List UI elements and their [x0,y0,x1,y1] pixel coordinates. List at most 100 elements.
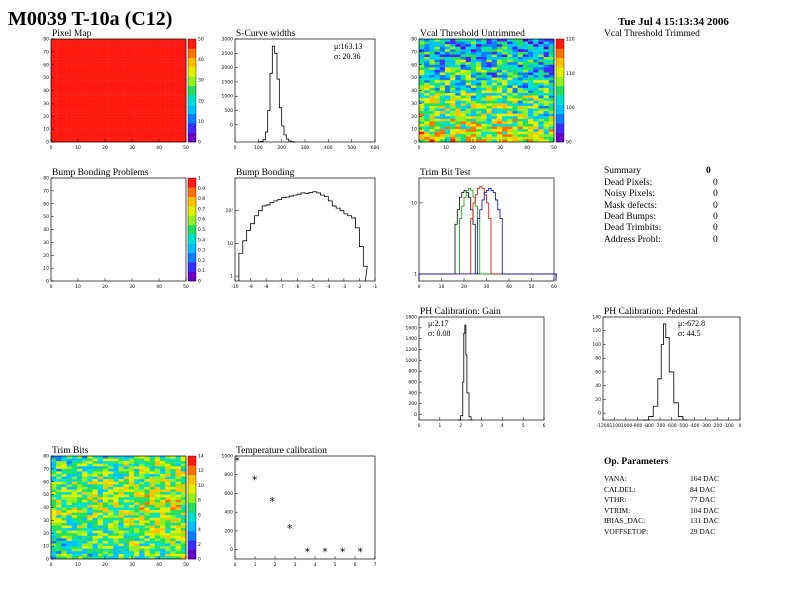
heatmap-cell [108,458,114,462]
heatmap-cell [87,139,93,143]
heatmap-cell [434,69,440,73]
heatmap-cell [460,57,466,60]
heatmap-cell [528,139,534,143]
bump-bonding-histogram [238,191,368,282]
heatmap-cell [102,75,109,78]
heatmap-cell [149,126,156,130]
heatmap-cell [56,90,62,94]
heatmap-cell [128,139,135,143]
heatmap-cell [476,59,482,63]
heatmap-cell [118,458,124,462]
heatmap-cell [82,57,88,60]
heatmap-cell [424,98,430,101]
heatmap-cell [123,543,130,547]
heatmap-cell [486,100,492,104]
heatmap-cell [154,502,161,506]
heatmap-cell [180,49,187,53]
heatmap-cell [481,57,487,60]
heatmap-cell [139,59,145,63]
heatmap-cell [149,512,156,516]
heatmap-cell [113,456,119,459]
heatmap-cell [113,67,119,71]
heatmap-cell [144,93,150,96]
heatmap-cell [92,139,98,143]
heatmap-cell [102,59,109,63]
heatmap-cell [460,113,466,117]
heatmap-cell [97,108,104,112]
heatmap-cell [123,46,130,50]
heatmap-cell [113,116,119,120]
heatmap-cell [66,46,72,50]
heatmap-cell [51,105,57,109]
heatmap-cell [149,520,156,524]
heatmap-cell [71,105,78,109]
heatmap-cell [439,90,446,94]
heatmap-cell [76,507,83,511]
heatmap-cell [429,98,435,101]
heatmap-cell [76,51,83,55]
heatmap-cell [165,54,171,58]
heatmap-cell [82,486,88,490]
y-tick-label: 1 [230,274,233,280]
heatmap-cell [128,59,135,63]
heatmap-cell [56,512,62,516]
heatmap-cell [123,553,130,557]
heatmap-cell [56,484,62,488]
heatmap-cell [128,492,135,495]
heatmap-cell [476,118,482,122]
heatmap-cell [113,494,119,498]
heatmap-cell [149,59,156,63]
heatmap-cell [502,95,508,99]
heatmap-cell [460,41,466,45]
heatmap-cell [476,80,482,83]
heatmap-cell [450,85,456,89]
heatmap-cell [71,507,78,511]
heatmap-cell [71,129,78,132]
heatmap-cell [97,530,104,534]
heatmap-cell [481,126,487,130]
heatmap-cell [139,87,145,91]
heatmap-cell [439,49,446,53]
heatmap-cell [139,123,145,127]
heatmap-cell [502,44,508,47]
heatmap-cell [61,535,67,539]
heatmap-cell [470,44,477,47]
heatmap-cell [543,67,550,71]
heatmap-cell [61,494,67,498]
x-tick-label: -8 [264,284,269,290]
heatmap-cell [97,80,104,83]
heatmap-cell [66,528,72,531]
heatmap-cell [439,111,446,114]
heatmap-cell [180,484,187,488]
heatmap-cell [76,57,83,60]
heatmap-cell [87,510,93,513]
heatmap-cell [481,121,487,125]
heatmap-cell [522,64,529,68]
heatmap-cell [134,548,140,552]
x-tick-label: -1100 [608,423,621,429]
heatmap-cell [180,41,187,45]
heatmap-cell [517,136,524,140]
heatmap-cell [419,82,425,86]
heatmap-cell [134,44,140,47]
heatmap-cell [108,103,114,107]
heatmap-cell [92,476,98,480]
heatmap-cell [502,57,508,60]
heatmap-cell [76,476,83,480]
heatmap-cell [538,67,544,71]
heatmap-cell [92,51,98,55]
heatmap-cell [144,510,150,513]
heatmap-cell [82,466,88,470]
heatmap-cell [455,111,461,114]
heatmap-cell [491,54,498,58]
heatmap-cell [71,77,78,81]
heatmap-cell [128,533,135,537]
colorbar-segment [188,521,196,532]
heatmap-cell [424,54,430,58]
colorbar-label: 90 [566,140,572,146]
heatmap-cell [113,59,119,63]
heatmap-cell [71,108,78,112]
heatmap-cell [92,72,98,76]
heatmap-cell [139,528,145,531]
heatmap-cell [149,551,156,555]
